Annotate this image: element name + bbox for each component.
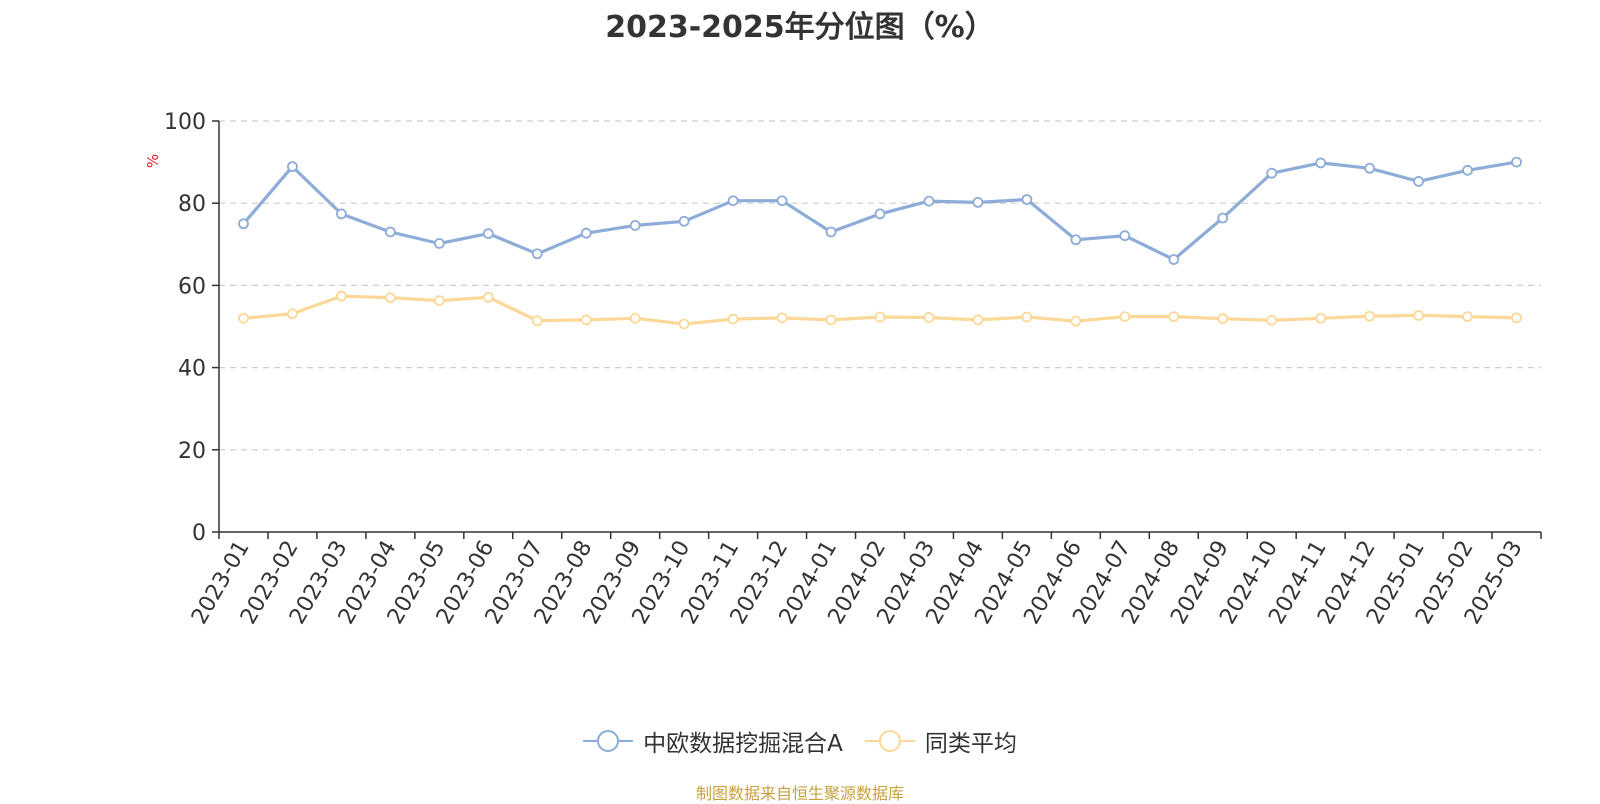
legend-label: 中欧数据挖掘混合A: [643, 731, 843, 757]
data-point: [923, 312, 935, 323]
data-point: [1217, 313, 1229, 325]
legend-item-1[interactable]: 同类平均: [864, 724, 1017, 758]
data-point: [433, 238, 445, 249]
y-tick-label: 0: [192, 521, 206, 546]
data-point: [1021, 194, 1033, 205]
data-point: [1315, 157, 1327, 169]
data-point: [1070, 234, 1082, 246]
grid-lines: [219, 120, 1541, 451]
data-point: [384, 292, 396, 304]
data-point: [287, 161, 298, 173]
data-point: [336, 290, 347, 302]
legend-item-0[interactable]: 中欧数据挖掘混合A: [583, 724, 843, 758]
legend-swatch-icon: [583, 730, 634, 752]
data-point: [923, 195, 935, 207]
data-point: [1413, 310, 1424, 321]
data-point: [482, 291, 494, 303]
legend-marker: [597, 730, 620, 752]
axes: 0204060801002023-012023-022023-032023-04…: [164, 110, 1542, 629]
data-point: [1364, 310, 1376, 322]
data-point: [1266, 314, 1278, 326]
data-point: [433, 295, 445, 307]
data-point: [1462, 164, 1473, 176]
data-point: [825, 226, 837, 238]
data-point: [629, 219, 641, 231]
series-lines: [238, 156, 1522, 330]
data-point: [1315, 312, 1327, 324]
data-point: [1119, 230, 1131, 242]
data-source-note: 制图数据来自恒生聚源数据库: [695, 784, 904, 803]
data-point: [825, 314, 837, 326]
data-point: [531, 315, 543, 327]
data-point: [1364, 162, 1376, 174]
data-point: [1511, 312, 1522, 324]
legend-swatch-icon: [864, 730, 915, 752]
data-point: [482, 228, 494, 240]
data-point: [1119, 311, 1131, 323]
data-point: [776, 195, 788, 207]
data-point: [238, 312, 249, 324]
data-point: [580, 227, 592, 239]
data-point: [1266, 167, 1278, 179]
legend-label: 同类平均: [924, 731, 1017, 757]
legend-marker: [878, 730, 901, 752]
data-point: [678, 215, 690, 227]
data-point: [580, 314, 592, 326]
data-point: [972, 314, 984, 326]
data-point: [629, 312, 641, 324]
data-point: [1070, 315, 1082, 327]
data-point: [727, 313, 739, 325]
data-point: [727, 195, 739, 207]
data-point: [287, 308, 298, 320]
data-point: [531, 248, 543, 260]
data-point: [678, 318, 690, 330]
y-tick-label: 20: [178, 439, 206, 464]
data-point: [1511, 156, 1522, 168]
data-point: [1168, 311, 1180, 323]
data-point: [874, 311, 886, 323]
chart-title: 2023-2025年分位图（%）: [605, 10, 995, 45]
y-tick-label: 100: [164, 110, 206, 135]
data-point: [874, 208, 886, 220]
y-tick-label: 60: [178, 274, 206, 299]
y-tick-label: 40: [178, 357, 206, 382]
data-point: [384, 226, 396, 238]
data-point: [336, 208, 347, 220]
data-point: [1168, 254, 1180, 265]
y-tick-label: 80: [178, 192, 206, 217]
legend: 中欧数据挖掘混合A 同类平均: [0, 724, 1600, 758]
data-point: [1413, 176, 1424, 187]
data-point: [1462, 311, 1473, 323]
data-point: [972, 196, 984, 208]
data-point: [1021, 311, 1033, 323]
data-point: [1217, 212, 1229, 224]
data-point: [776, 312, 788, 324]
data-point: [238, 218, 249, 230]
